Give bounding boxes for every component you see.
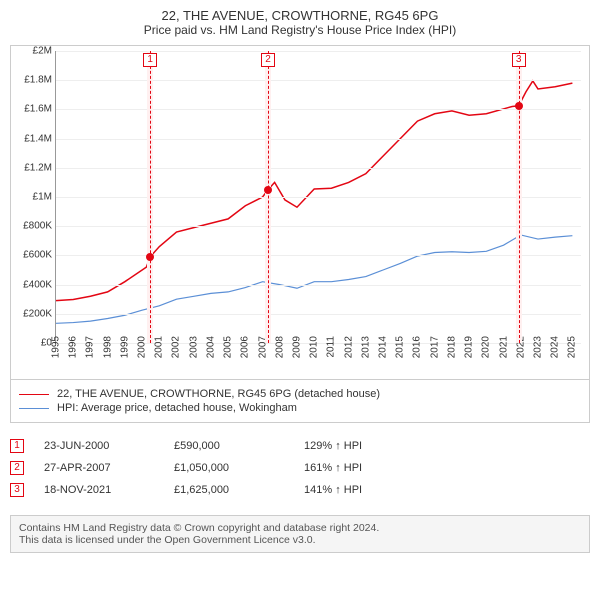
y-tick-label: £400K [23, 279, 52, 290]
x-tick-label: 2010 [309, 336, 320, 358]
event-marker [146, 253, 154, 261]
legend-swatch [19, 408, 49, 409]
event-hpi: 129% ↑ HPI [304, 440, 362, 452]
title-block: 22, THE AVENUE, CROWTHORNE, RG45 6PG Pri… [10, 8, 590, 37]
x-tick-label: 2005 [223, 336, 234, 358]
event-price: £1,625,000 [174, 484, 304, 496]
x-tick-label: 2020 [481, 336, 492, 358]
y-tick-label: £1.6M [24, 104, 52, 115]
event-date: 27-APR-2007 [44, 462, 174, 474]
y-tick-label: £1.4M [24, 133, 52, 144]
event-row: 3 18-NOV-2021£1,625,000141% ↑ HPI [10, 483, 590, 497]
chart: £0£200K£400K£600K£800K£1M£1.2M£1.4M£1.6M… [10, 45, 590, 380]
x-tick-label: 2018 [446, 336, 457, 358]
x-tick-label: 2023 [532, 336, 543, 358]
y-tick-label: £1.2M [24, 162, 52, 173]
event-date: 23-JUN-2000 [44, 440, 174, 452]
legend: 22, THE AVENUE, CROWTHORNE, RG45 6PG (de… [10, 380, 590, 423]
legend-label: 22, THE AVENUE, CROWTHORNE, RG45 6PG (de… [57, 388, 380, 400]
y-tick-label: £1.8M [24, 75, 52, 86]
x-tick-label: 2011 [326, 336, 337, 358]
event-date: 18-NOV-2021 [44, 484, 174, 496]
footer-line2: This data is licensed under the Open Gov… [19, 534, 581, 546]
x-tick-label: 1996 [68, 336, 79, 358]
event-num: 1 [10, 439, 24, 453]
x-tick-label: 2013 [360, 336, 371, 358]
event-row: 1 23-JUN-2000£590,000129% ↑ HPI [10, 439, 590, 453]
title-subtitle: Price paid vs. HM Land Registry's House … [10, 23, 590, 37]
x-tick-label: 2016 [412, 336, 423, 358]
x-tick-label: 2002 [171, 336, 182, 358]
event-num: 3 [10, 483, 24, 497]
event-badge: 3 [512, 53, 526, 67]
x-tick-label: 2001 [154, 336, 165, 358]
footer-line1: Contains HM Land Registry data © Crown c… [19, 522, 581, 534]
x-tick-label: 2012 [343, 336, 354, 358]
x-tick-label: 2003 [188, 336, 199, 358]
x-tick-label: 2024 [550, 336, 561, 358]
x-tick-label: 1997 [85, 336, 96, 358]
x-tick-label: 2008 [274, 336, 285, 358]
x-tick-label: 2021 [498, 336, 509, 358]
x-tick-label: 1998 [102, 336, 113, 358]
x-tick-label: 2009 [291, 336, 302, 358]
legend-item-hpi: HPI: Average price, detached house, Woki… [19, 402, 581, 414]
x-tick-label: 2017 [429, 336, 440, 358]
legend-label: HPI: Average price, detached house, Woki… [57, 402, 297, 414]
x-tick-label: 2004 [205, 336, 216, 358]
y-tick-label: £1M [33, 192, 52, 203]
legend-swatch [19, 394, 49, 395]
event-badge: 2 [261, 53, 275, 67]
event-marker [515, 102, 523, 110]
x-tick-label: 2014 [378, 336, 389, 358]
series-property [56, 81, 572, 301]
y-tick-label: £200K [23, 308, 52, 319]
event-marker [264, 186, 272, 194]
page: 22, THE AVENUE, CROWTHORNE, RG45 6PG Pri… [0, 0, 600, 590]
x-tick-label: 2006 [240, 336, 251, 358]
legend-item-property: 22, THE AVENUE, CROWTHORNE, RG45 6PG (de… [19, 388, 581, 400]
footer: Contains HM Land Registry data © Crown c… [10, 515, 590, 553]
plot-area: £0£200K£400K£600K£800K£1M£1.2M£1.4M£1.6M… [55, 51, 581, 344]
event-price: £1,050,000 [174, 462, 304, 474]
event-num: 2 [10, 461, 24, 475]
y-tick-label: £800K [23, 221, 52, 232]
series-hpi [56, 235, 572, 323]
y-tick-label: £600K [23, 250, 52, 261]
events-table: 1 23-JUN-2000£590,000129% ↑ HPI 2 27-APR-20… [10, 431, 590, 505]
x-tick-label: 2000 [137, 336, 148, 358]
event-price: £590,000 [174, 440, 304, 452]
event-hpi: 161% ↑ HPI [304, 462, 362, 474]
y-tick-label: £2M [33, 46, 52, 57]
event-hpi: 141% ↑ HPI [304, 484, 362, 496]
x-tick-label: 2019 [464, 336, 475, 358]
x-tick-label: 2025 [567, 336, 578, 358]
x-tick-label: 2015 [395, 336, 406, 358]
title-address: 22, THE AVENUE, CROWTHORNE, RG45 6PG [10, 8, 590, 23]
x-tick-label: 1995 [51, 336, 62, 358]
x-tick-label: 1999 [119, 336, 130, 358]
event-badge: 1 [143, 53, 157, 67]
event-row: 2 27-APR-2007£1,050,000161% ↑ HPI [10, 461, 590, 475]
